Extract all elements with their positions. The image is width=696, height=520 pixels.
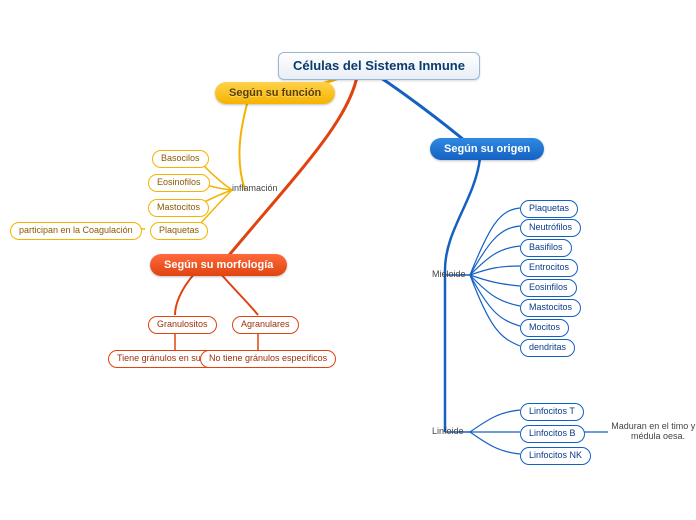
category-morfologia-label: Según su morfología — [164, 259, 273, 271]
funcion-item[interactable]: Plaquetas — [150, 222, 208, 240]
linfoide-item[interactable]: Linfocitos B — [520, 425, 585, 443]
morfologia-desc: No tiene gránulos específicos — [200, 350, 336, 368]
origen-mieloide-label: Mieloide — [432, 270, 466, 280]
category-morfologia[interactable]: Según su morfología — [150, 254, 287, 276]
morfologia-branch[interactable]: Agranulares — [232, 316, 299, 334]
root-node[interactable]: Células del Sistema Inmune — [278, 52, 480, 80]
category-funcion[interactable]: Según su función — [215, 82, 335, 104]
funcion-item[interactable]: Mastocitos — [148, 199, 209, 217]
mieloide-item[interactable]: Entrocitos — [520, 259, 578, 277]
linfoide-item[interactable]: Linfocitos T — [520, 403, 584, 421]
root-title: Células del Sistema Inmune — [293, 58, 465, 73]
category-funcion-label: Según su función — [229, 87, 321, 99]
origen-linfoide-label: Linfoide — [432, 427, 464, 437]
linfoide-note: Maduran en el timo y la médula oesa. — [608, 422, 696, 442]
mieloide-item[interactable]: Basifilos — [520, 239, 572, 257]
mieloide-item[interactable]: Mastocitos — [520, 299, 581, 317]
linfoide-item[interactable]: Linfocitos NK — [520, 447, 591, 465]
funcion-item[interactable]: Eosinofilos — [148, 174, 210, 192]
mieloide-item[interactable]: Plaquetas — [520, 200, 578, 218]
mieloide-item[interactable]: dendritas — [520, 339, 575, 357]
funcion-plaquetas-note: participan en la Coagulación — [10, 222, 142, 240]
morfologia-branch[interactable]: Granulositos — [148, 316, 217, 334]
mieloide-item[interactable]: Eosinfilos — [520, 279, 577, 297]
category-origen-label: Según su origen — [444, 143, 530, 155]
mieloide-item[interactable]: Neutrófilos — [520, 219, 581, 237]
mieloide-item[interactable]: Mocitos — [520, 319, 569, 337]
category-origen[interactable]: Según su origen — [430, 138, 544, 160]
funcion-item[interactable]: Basocilos — [152, 150, 209, 168]
funcion-group: inflamación — [232, 184, 278, 194]
